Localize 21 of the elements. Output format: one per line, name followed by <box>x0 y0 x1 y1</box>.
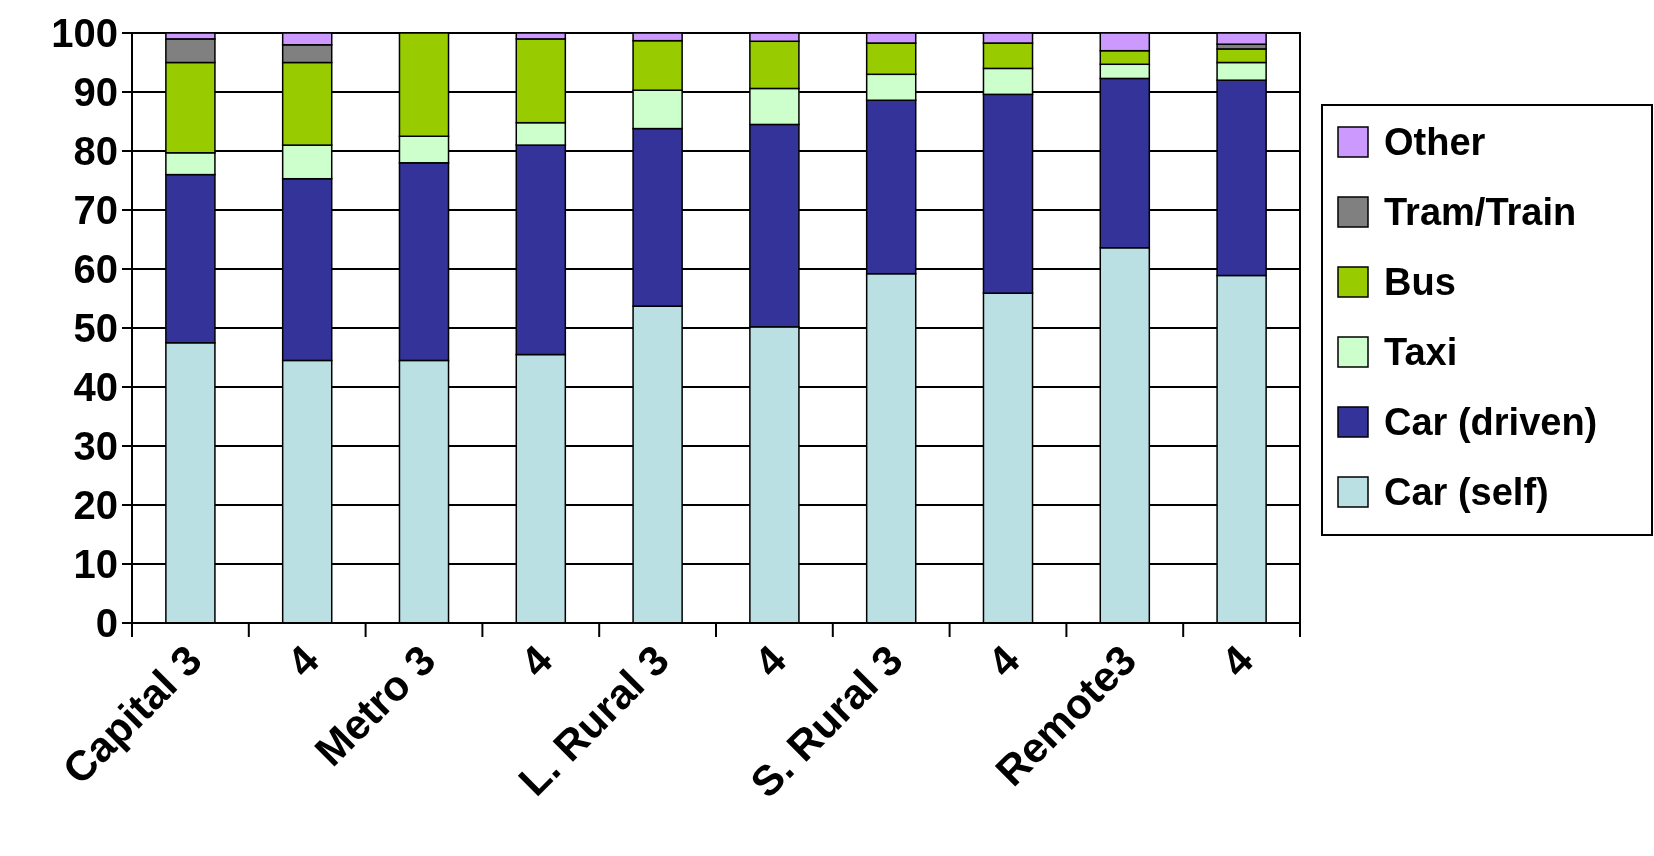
x-tick-label: 4 <box>511 635 562 686</box>
y-tick-label: 60 <box>73 247 118 291</box>
x-tick-label: 4 <box>745 635 796 686</box>
y-tick-label: 90 <box>73 70 118 114</box>
y-tick-label: 50 <box>73 306 118 350</box>
legend-label: Car (self) <box>1384 471 1549 514</box>
y-tick-label: 30 <box>73 424 118 468</box>
y-tick-label: 0 <box>95 601 118 645</box>
y-tick-label: 100 <box>51 11 118 55</box>
legend-label: Other <box>1384 121 1486 164</box>
y-tick-label: 70 <box>73 188 118 232</box>
y-tick-label: 40 <box>73 365 118 409</box>
x-tick-label: 4 <box>277 635 329 686</box>
legend-label: Tram/Train <box>1384 191 1577 234</box>
legend-label: Taxi <box>1384 331 1458 374</box>
y-tick-label: 80 <box>73 129 118 173</box>
legend-label: Car (driven) <box>1384 401 1598 444</box>
x-tick-label: 4 <box>1212 635 1263 686</box>
legend-label: Bus <box>1384 261 1456 304</box>
y-tick-label: 20 <box>73 483 118 527</box>
y-tick-label: 10 <box>73 542 118 586</box>
